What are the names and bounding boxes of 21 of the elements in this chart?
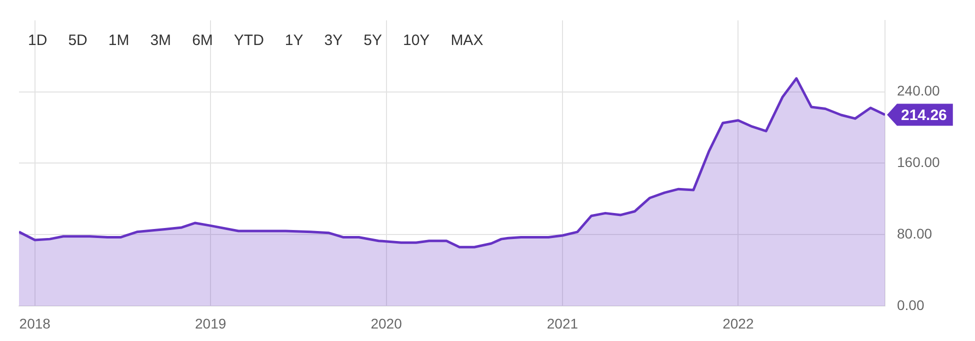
annotation: 3Y xyxy=(324,32,343,49)
y-tick-label: 240.00 xyxy=(897,82,940,99)
annotation: 3M xyxy=(150,32,172,49)
x-tick-label: 2019 xyxy=(195,315,226,332)
x-tick-label: 2018 xyxy=(19,315,51,332)
annotation: YTD xyxy=(234,32,264,49)
y-tick-label: 160.00 xyxy=(897,154,940,170)
annotation: 1M xyxy=(108,32,130,49)
annotation: 6M xyxy=(192,32,213,49)
annotation: 5D xyxy=(68,32,88,49)
y-tick-label: 80.00 xyxy=(897,225,932,242)
x-tick-label: 2022 xyxy=(722,315,754,332)
annotation: 1Y xyxy=(284,32,304,49)
annotation: 1D xyxy=(28,32,48,49)
x-tick-label: 2020 xyxy=(370,315,402,332)
annotation: 10Y xyxy=(402,32,430,49)
x-tick-label: 2021 xyxy=(546,315,578,332)
annotation: MAX xyxy=(450,32,484,49)
annotation: 214.26 xyxy=(901,106,947,124)
y-tick-label: 0.00 xyxy=(897,296,924,313)
annotation: 5Y xyxy=(364,32,382,49)
